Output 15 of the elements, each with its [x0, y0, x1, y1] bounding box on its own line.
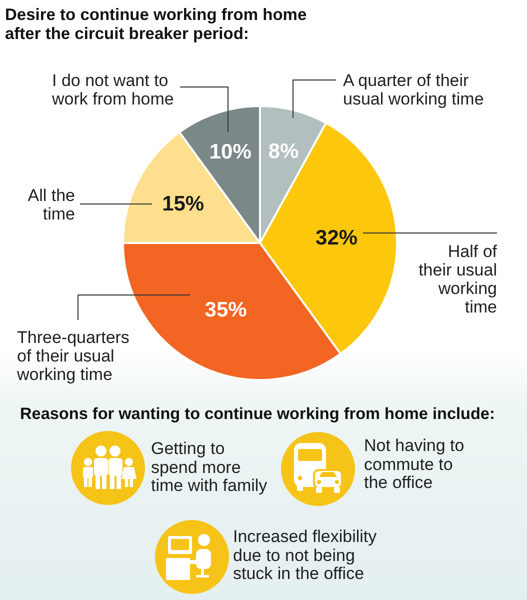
text: Not having to commute to the office	[364, 436, 466, 492]
slice-label: I do not want to work from home	[51, 71, 174, 108]
data-label: 10%	[209, 140, 252, 164]
text: Reasons for wanting to continue working from home include:	[20, 405, 495, 424]
data-label: 8%	[268, 140, 300, 163]
data-label: 35%	[204, 298, 248, 322]
slice-label: All the time	[28, 186, 75, 224]
slice-label: A quarter of their usual working time	[343, 71, 484, 108]
chart-title: Desire to continue working from home after the circuit breaker period:	[5, 6, 308, 44]
text: Increased flexibility due to not being stuck in the office	[233, 527, 378, 584]
data-label: 15%	[162, 192, 204, 216]
slice-label: Three-quarters of their usual working time	[16, 328, 130, 384]
slice-label: Half of their usual working time	[418, 242, 498, 316]
data-label: 32%	[316, 226, 358, 250]
text: Getting to spend more time with family	[151, 439, 268, 496]
